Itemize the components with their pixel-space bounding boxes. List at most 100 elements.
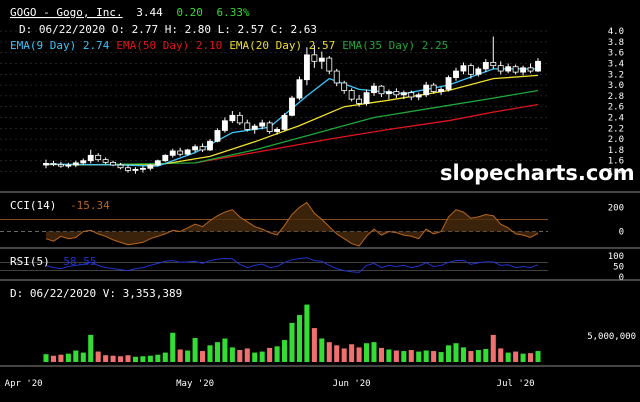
candle-body xyxy=(207,140,213,151)
price-tick-label: 1.8 xyxy=(608,146,624,156)
symbol-title[interactable]: GOGO - Gogo, Inc. xyxy=(10,6,123,19)
rsi-label: RSI(5) xyxy=(10,255,50,268)
volume-bar xyxy=(505,352,511,362)
cci-line xyxy=(45,201,539,247)
volume-bar xyxy=(95,351,101,362)
x-axis: Apr '20 May '20 Jun '20 Jul '20 xyxy=(5,379,535,389)
volume-bar xyxy=(259,351,265,362)
ema-line-50d xyxy=(194,103,539,164)
candle-body xyxy=(154,160,161,166)
volume-bar xyxy=(304,304,310,362)
volume-bar xyxy=(401,351,407,362)
price-change-pct: 6.33% xyxy=(216,6,249,19)
price-change: 0.20 xyxy=(176,6,203,19)
volume-bar xyxy=(513,351,519,362)
candle-body xyxy=(117,164,124,169)
candle-body xyxy=(177,150,184,155)
volume-tick-label: 5,000,000 xyxy=(587,332,636,342)
candle-body xyxy=(296,79,303,99)
volume-bar xyxy=(356,347,362,362)
ema-legend-3: EMA(20 Day) 2.57 xyxy=(229,39,335,52)
candle-body xyxy=(520,67,527,73)
ema-legend-1: EMA(9 Day) 2.74 xyxy=(10,39,110,52)
price-panel: 4.03.83.63.43.23.02.82.62.42.22.01.81.61… xyxy=(0,27,624,178)
volume-bar xyxy=(416,351,422,362)
volume-panel: 5,000,000 xyxy=(43,304,636,362)
candle-body xyxy=(50,163,57,165)
candle-body xyxy=(125,167,131,171)
volume-bar xyxy=(110,355,116,362)
candle-body xyxy=(147,164,154,169)
volume-bar xyxy=(364,343,370,362)
volume-bar xyxy=(229,347,235,362)
volume-bar xyxy=(132,356,138,362)
volume-bar xyxy=(296,315,302,362)
candle-body xyxy=(318,57,325,62)
candle-body xyxy=(438,89,445,92)
candle-body xyxy=(385,91,392,95)
candle-body xyxy=(80,160,87,164)
volume-bar xyxy=(468,351,474,362)
rsi-legend: RSI(5) 58.55 xyxy=(10,255,97,268)
rsi-tick-label: 50 xyxy=(613,263,624,273)
volume-bar xyxy=(252,352,258,362)
ohlc-readout: D: 06/22/2020 O: 2.77 H: 2.80 L: 2.57 C:… xyxy=(19,23,317,36)
volume-bar xyxy=(349,344,355,362)
candle-body xyxy=(333,70,340,84)
volume-bar xyxy=(528,353,534,362)
rsi-line xyxy=(45,257,539,273)
price-tick-label: 2.2 xyxy=(608,124,624,134)
watermark: slopecharts.com xyxy=(440,161,635,185)
price-tick-label: 3.2 xyxy=(608,70,624,80)
price-tick-label: 3.8 xyxy=(608,38,624,48)
volume-bar xyxy=(73,350,79,362)
volume-bar xyxy=(446,345,452,362)
candle-body xyxy=(535,60,541,72)
price-tick-label: 2.4 xyxy=(608,114,624,124)
candle-body xyxy=(490,62,497,67)
volume-bar xyxy=(200,351,206,362)
price-tick-label: 1.4 xyxy=(608,168,624,178)
volume-bar xyxy=(155,354,161,362)
candle-body xyxy=(57,164,64,167)
candle-body xyxy=(356,98,363,104)
candle-body xyxy=(371,85,377,94)
volume-bar xyxy=(282,340,288,362)
volume-bar xyxy=(475,350,481,362)
rsi-tick-label: 0 xyxy=(619,273,624,283)
x-tick-label: Jul '20 xyxy=(497,379,535,389)
candle-body xyxy=(453,70,459,78)
cci-area xyxy=(46,202,538,246)
volume-bar xyxy=(334,345,340,362)
candle-body xyxy=(162,154,169,162)
volume-bar xyxy=(222,338,228,362)
price-tick-label: 3.0 xyxy=(608,81,624,91)
volume-bar xyxy=(103,355,109,362)
last-price: 3.44 xyxy=(136,6,163,19)
rsi-tick-label: 100 xyxy=(608,252,624,262)
volume-bar xyxy=(378,347,384,362)
candle-body xyxy=(259,122,266,127)
x-tick-label: Jun '20 xyxy=(333,379,371,389)
volume-bar xyxy=(483,348,489,362)
candle-body xyxy=(482,62,489,70)
candle-body xyxy=(229,114,236,122)
cci-label: CCI(14) xyxy=(10,199,56,212)
candle-body xyxy=(102,159,109,163)
ema-legend-2: EMA(50 Day) 2.10 xyxy=(116,39,222,52)
candle-body xyxy=(423,84,430,96)
candle-body xyxy=(348,90,355,100)
candle-body xyxy=(311,54,318,62)
candle-body xyxy=(65,164,72,167)
x-tick-label: May '20 xyxy=(176,379,214,389)
volume-bar xyxy=(393,350,399,362)
price-tick-label: 3.6 xyxy=(608,49,624,59)
candle-body xyxy=(251,125,258,130)
volume-bar xyxy=(214,342,220,362)
volume-bar xyxy=(453,343,459,362)
candle-body xyxy=(393,91,400,96)
candle-body xyxy=(512,66,519,73)
candle-body xyxy=(445,77,452,90)
volume-bar xyxy=(170,332,176,362)
